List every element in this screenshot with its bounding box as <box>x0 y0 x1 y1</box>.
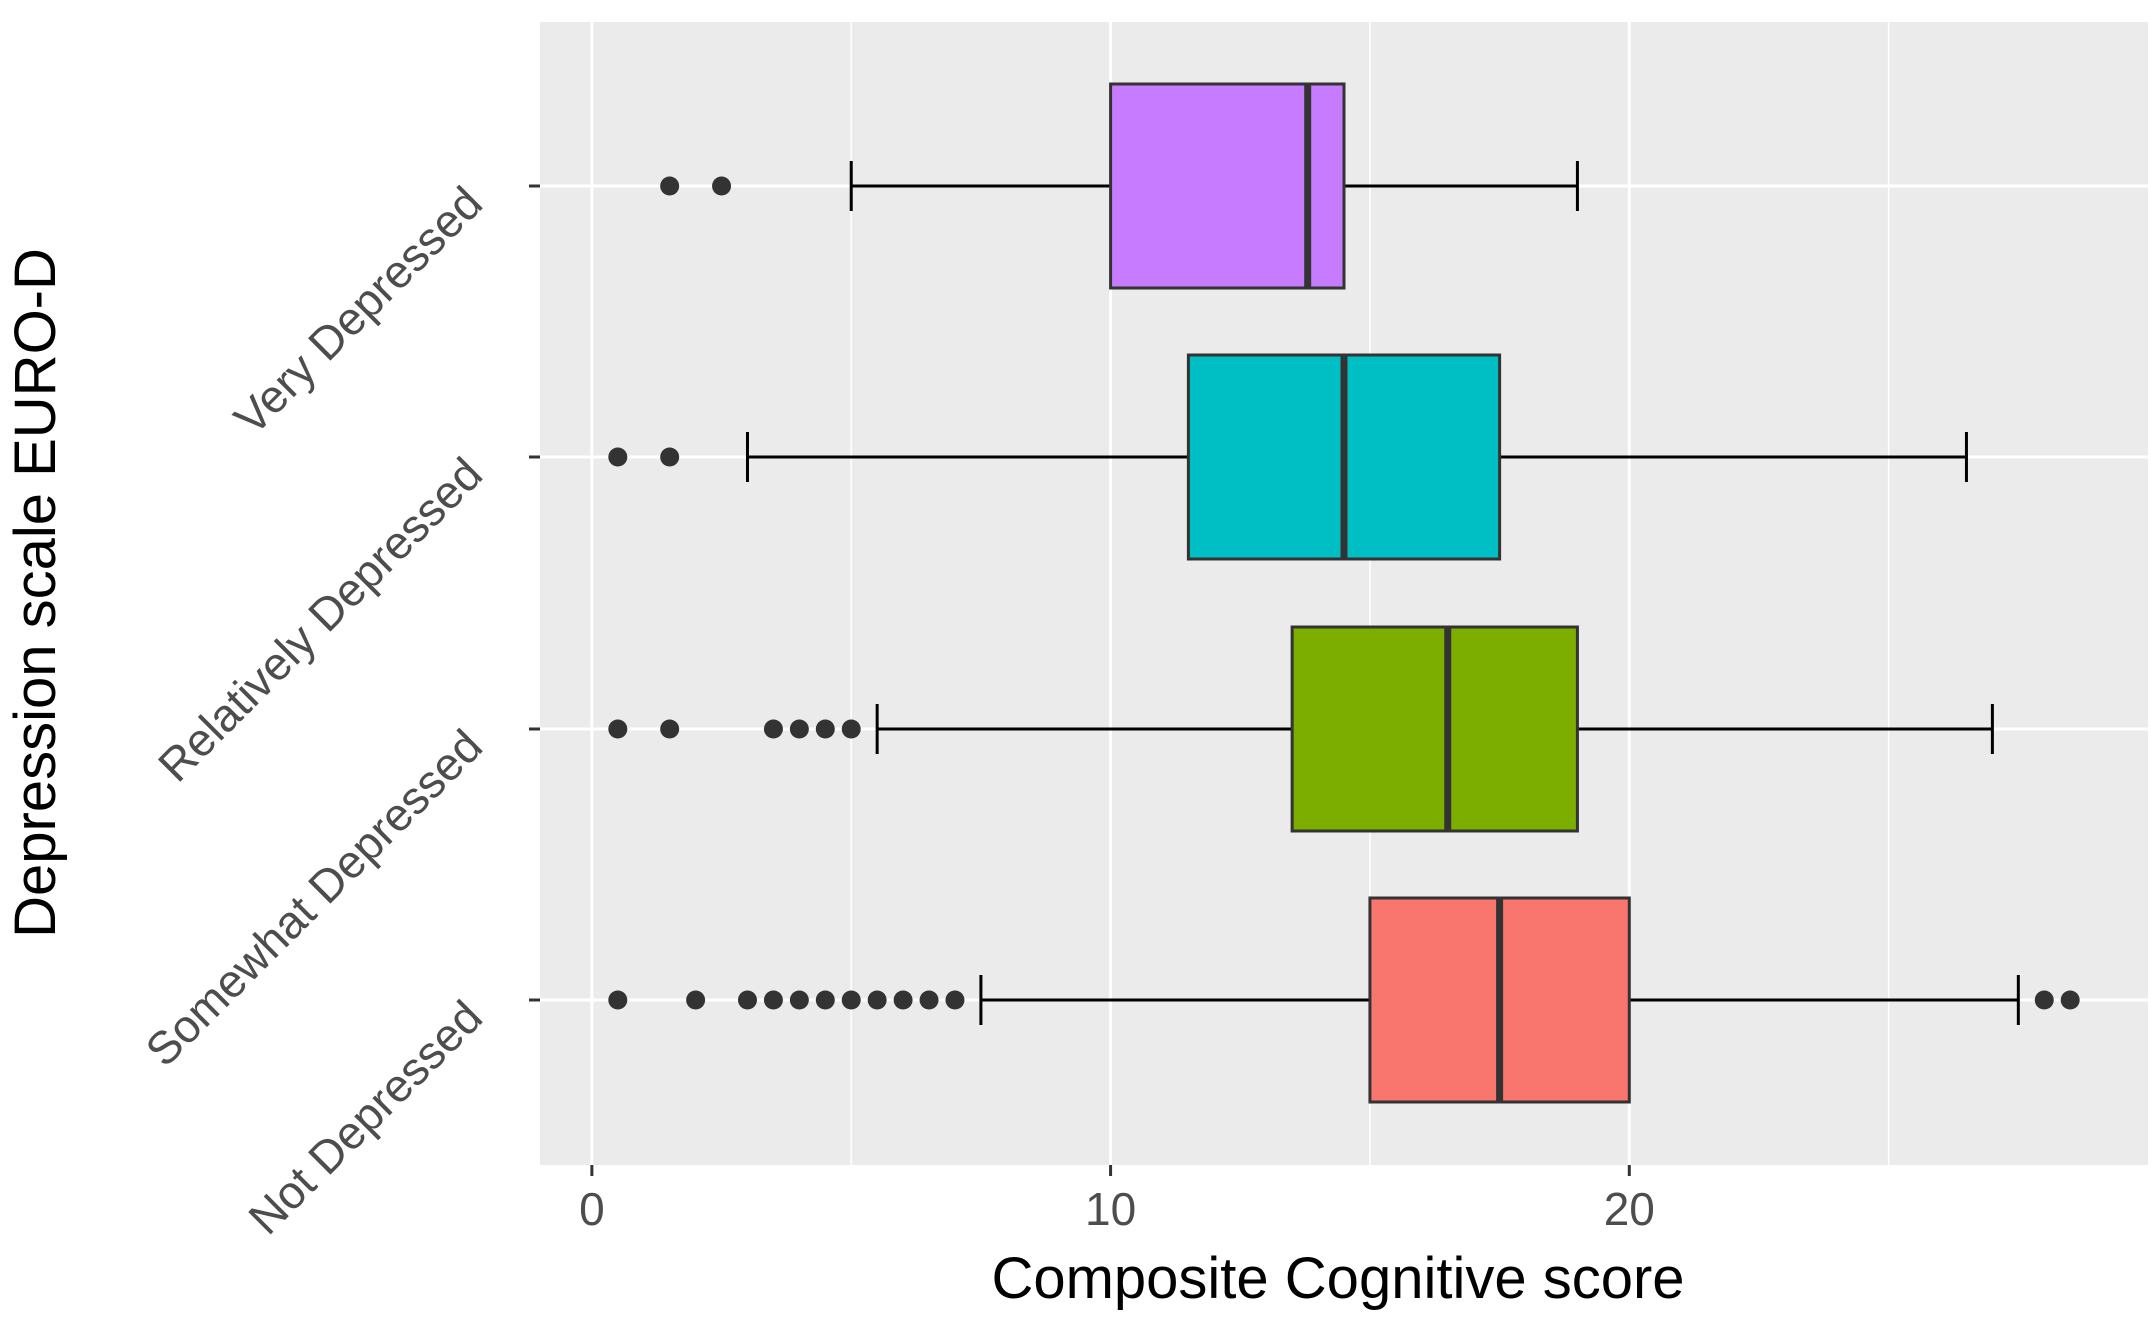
outlier-point <box>815 719 835 739</box>
outlier-point <box>945 990 965 1010</box>
outlier-point <box>789 990 809 1010</box>
x-tick-label: 0 <box>579 1183 605 1235</box>
outlier-point <box>763 719 783 739</box>
outlier-point <box>763 990 783 1010</box>
outlier-point <box>789 719 809 739</box>
box-series <box>608 82 2080 1104</box>
outlier-point <box>712 176 732 196</box>
outlier-point <box>2034 990 2054 1010</box>
outlier-point <box>2060 990 2080 1010</box>
outlier-point <box>841 719 861 739</box>
outlier-point <box>660 176 680 196</box>
outlier-point <box>737 990 757 1010</box>
outlier-point <box>841 990 861 1010</box>
outlier-point <box>867 990 887 1010</box>
y-tick-label: Very Depressed <box>224 176 492 444</box>
box-relatively-depressed <box>608 353 1968 561</box>
outlier-point <box>919 990 939 1010</box>
x-tick-label: 10 <box>1085 1183 1136 1235</box>
y-tick-label: Not Depressed <box>238 990 492 1244</box>
outlier-point <box>660 447 680 467</box>
outlier-point <box>608 719 628 739</box>
outlier-point <box>608 447 628 467</box>
outlier-point <box>686 990 706 1010</box>
outlier-point <box>815 990 835 1010</box>
x-axis-title: Composite Cognitive score <box>991 1246 1684 1311</box>
y-axis-title: Depression scale EURO-D <box>3 248 68 938</box>
iqr-box <box>1290 625 1579 833</box>
x-tick-label: 20 <box>1604 1183 1655 1235</box>
box-not-depressed <box>608 896 2080 1104</box>
box-somewhat-depressed <box>608 625 1994 833</box>
outlier-point <box>660 719 680 739</box>
outlier-point <box>893 990 913 1010</box>
box-very-depressed <box>660 82 1579 290</box>
outlier-point <box>608 990 628 1010</box>
